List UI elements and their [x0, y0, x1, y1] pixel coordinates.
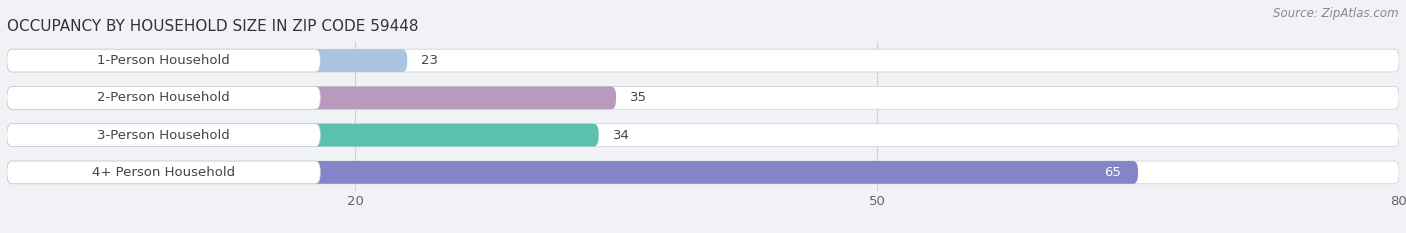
Text: 1-Person Household: 1-Person Household — [97, 54, 231, 67]
FancyBboxPatch shape — [7, 49, 321, 72]
Text: 23: 23 — [422, 54, 439, 67]
FancyBboxPatch shape — [7, 124, 599, 147]
Text: 3-Person Household: 3-Person Household — [97, 129, 231, 142]
Text: 2-Person Household: 2-Person Household — [97, 91, 231, 104]
FancyBboxPatch shape — [7, 49, 408, 72]
FancyBboxPatch shape — [7, 161, 1137, 184]
FancyBboxPatch shape — [7, 161, 1399, 184]
Text: 35: 35 — [630, 91, 647, 104]
FancyBboxPatch shape — [7, 86, 616, 109]
Text: 4+ Person Household: 4+ Person Household — [91, 166, 235, 179]
Text: OCCUPANCY BY HOUSEHOLD SIZE IN ZIP CODE 59448: OCCUPANCY BY HOUSEHOLD SIZE IN ZIP CODE … — [7, 19, 419, 34]
FancyBboxPatch shape — [7, 124, 321, 147]
FancyBboxPatch shape — [7, 86, 1399, 109]
Text: Source: ZipAtlas.com: Source: ZipAtlas.com — [1274, 7, 1399, 20]
Text: 34: 34 — [613, 129, 630, 142]
Text: 65: 65 — [1104, 166, 1121, 179]
FancyBboxPatch shape — [7, 161, 321, 184]
FancyBboxPatch shape — [7, 49, 1399, 72]
FancyBboxPatch shape — [7, 86, 321, 109]
FancyBboxPatch shape — [7, 124, 1399, 147]
